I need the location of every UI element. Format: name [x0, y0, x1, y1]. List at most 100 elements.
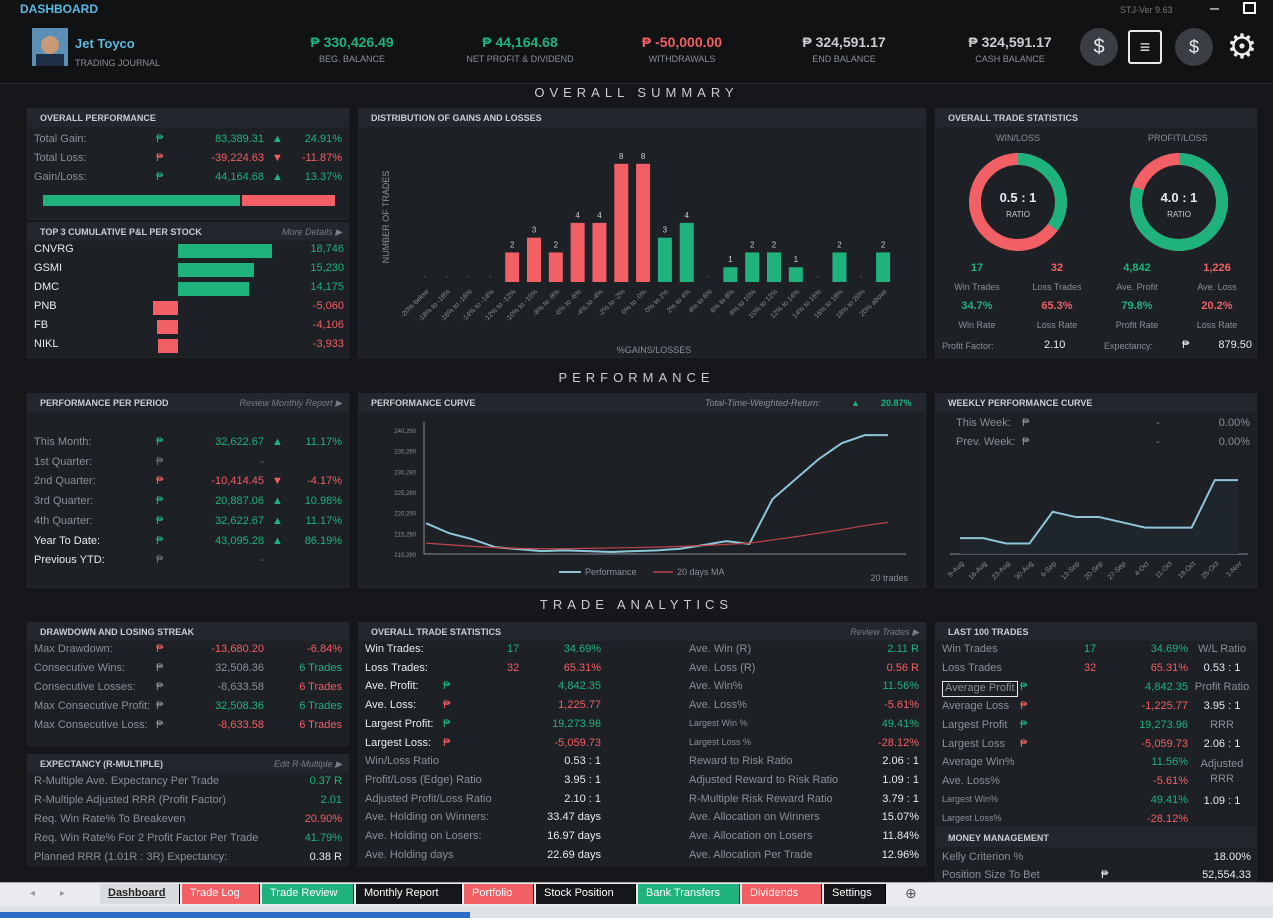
dist-bar: [832, 252, 847, 282]
monthly-report-link[interactable]: Review Monthly Report ▶: [239, 398, 342, 408]
stat-label: Profit Rate: [1115, 320, 1159, 330]
dd-value: -8,633.58: [217, 681, 264, 693]
ots-left-value: 33.47 days: [547, 811, 601, 824]
l100-label: Win Trades: [942, 643, 998, 655]
l100-side-value: 3.95 : 1: [1203, 700, 1241, 712]
tab-monthly-report[interactable]: Monthly Report: [356, 884, 462, 904]
dist-data-label: -: [707, 272, 710, 281]
ots-left-label: Ave. Holding on Losers:: [365, 830, 482, 842]
dist-data-label: 1: [794, 255, 799, 264]
edit-rmultiple-link[interactable]: Edit R-Multiple ▶: [274, 759, 342, 769]
position-size-currency: ₱: [1101, 869, 1109, 881]
tab-portfolio[interactable]: Portfolio: [464, 884, 534, 904]
dist-bar: [614, 163, 629, 282]
expectancy-title: EXPECTANCY (R-MULTIPLE): [40, 759, 163, 769]
dd-label: Consecutive Losses:: [34, 681, 136, 693]
journal-icon[interactable]: ≡: [1128, 30, 1162, 64]
restore-icon[interactable]: [1243, 2, 1256, 14]
ots-left-value: 22.69 days: [547, 848, 601, 861]
dist-data-label: 4: [597, 211, 602, 220]
curve-series-0: [425, 434, 888, 553]
period-pct: 11.17%: [305, 514, 343, 527]
tab-bank-transfers[interactable]: Bank Transfers: [638, 884, 740, 904]
curve-series-1: [425, 521, 889, 550]
ots-left-label: Largest Loss:: [365, 736, 432, 749]
dist-data-label: 4: [575, 211, 580, 220]
dd-currency: ₱: [156, 700, 164, 712]
tab-settings[interactable]: Settings: [824, 884, 886, 904]
legend-ma: 20 days MA: [677, 567, 725, 577]
ots-left-label: Ave. Profit:: [365, 680, 419, 693]
tab-dividends[interactable]: Dividends: [742, 884, 822, 904]
this-week-label: This Week:: [956, 417, 1011, 429]
dividend-icon[interactable]: $: [1175, 28, 1213, 66]
trade-count: 20 trades: [870, 573, 908, 583]
top3-stock-name: DMC: [34, 281, 60, 293]
dist-data-label: 8: [619, 152, 624, 161]
l100-mid: 17: [1084, 643, 1097, 655]
tab-stock-position[interactable]: Stock Position: [536, 884, 636, 904]
review-trades-link[interactable]: Review Trades ▶: [850, 627, 919, 637]
more-details-link[interactable]: More Details ▶: [282, 227, 342, 237]
period-currency: ₱: [156, 534, 164, 547]
settings-gear-icon[interactable]: ⚙: [1226, 28, 1258, 66]
tab-trade-review[interactable]: Trade Review: [262, 884, 354, 904]
l100-label: Ave. Loss%: [942, 775, 1000, 788]
money-icon[interactable]: $: [1080, 28, 1118, 66]
ots-right-label: Ave. Win (R): [689, 643, 752, 655]
tab-scroll-left-icon[interactable]: ◂: [30, 888, 36, 899]
curve-ytick: 210,290: [394, 553, 416, 559]
top3-bar: [178, 282, 249, 296]
expectancy-value: 879.50: [1218, 339, 1252, 351]
legend-performance: Performance: [585, 567, 637, 577]
ots-left-value: 19,273.96: [552, 717, 601, 730]
prev-week-value: -: [1156, 436, 1160, 448]
top3-panel: TOP 3 CUMULATIVE P&L PER STOCK More Detai…: [27, 222, 349, 358]
kpi-label: END BALANCE: [812, 54, 876, 64]
horizontal-scrollbar[interactable]: [0, 912, 470, 918]
dist-data-label: -: [445, 272, 448, 281]
curve-title: PERFORMANCE CURVE: [371, 398, 476, 408]
l100-label: Largest Loss: [942, 737, 1005, 750]
stat-value: 17: [970, 262, 984, 274]
top3-title: TOP 3 CUMULATIVE P&L PER STOCK: [40, 227, 202, 237]
curve-ytick: 220,290: [394, 512, 416, 518]
subtitle: TRADING JOURNAL: [75, 58, 161, 68]
period-arrow: ▼: [272, 475, 283, 488]
weekly-curve-chart: 9-Aug 16-Aug 23-Aug 30-Aug 6-Sep 13-Sep 20-Sep…: [947, 479, 1248, 581]
tab-trade-log[interactable]: Trade Log: [182, 884, 260, 904]
ots-right-label: Ave. Win%: [689, 680, 743, 693]
kelly-label: Kelly Criterion %: [942, 851, 1024, 863]
ots-right-value: 11.56%: [882, 680, 920, 693]
top3-value: 18,746: [310, 243, 344, 255]
ots-left-mid: ₱: [443, 699, 451, 712]
period-pct: 86.19%: [304, 534, 342, 547]
op-currency: ₱: [156, 152, 164, 164]
prev-week-label: Prev. Week:: [956, 436, 1015, 448]
dist-data-label: -: [816, 272, 819, 281]
last100-title: LAST 100 TRADES: [936, 623, 1256, 641]
drawdown-title: DRAWDOWN AND LOSING STREAK: [28, 623, 348, 641]
drawdown-panel: DRAWDOWN AND LOSING STREAK Max Drawdown:…: [27, 622, 349, 746]
profitloss-title: PROFIT/LOSS: [1148, 133, 1208, 143]
dist-xlabel: %GAINS/LOSSES: [617, 345, 692, 355]
dist-bar: [767, 252, 781, 282]
period-label: Year To Date:: [34, 534, 101, 547]
stat-label: Loss Rate: [1036, 320, 1078, 330]
tab-dashboard[interactable]: Dashboard: [100, 884, 180, 904]
ots-left-value: -5,059.73: [554, 736, 601, 749]
dd-extra: 6 Trades: [299, 719, 342, 731]
dd-label: Max Drawdown:: [34, 643, 113, 655]
dd-value: -8,633.58: [217, 719, 264, 731]
add-sheet-icon[interactable]: ⊕: [905, 885, 917, 901]
trade-stats-panel: OVERALL TRADE STATISTICS WIN/LOSS PROFIT…: [935, 108, 1257, 358]
tab-scroll-right-icon[interactable]: ▸: [60, 888, 66, 899]
dist-bar: [745, 252, 760, 282]
ots-left-label: Ave. Holding on Winners:: [365, 811, 489, 824]
weekly-xtick: 20-Sep: [1083, 560, 1104, 581]
position-size-label: Position Size To Bet: [942, 869, 1040, 881]
op-arrow: ▲: [272, 171, 283, 183]
minimize-icon[interactable]: –: [1210, 0, 1219, 17]
l100-mid: ₱: [1020, 718, 1028, 731]
period-arrow: ▲: [272, 534, 283, 547]
